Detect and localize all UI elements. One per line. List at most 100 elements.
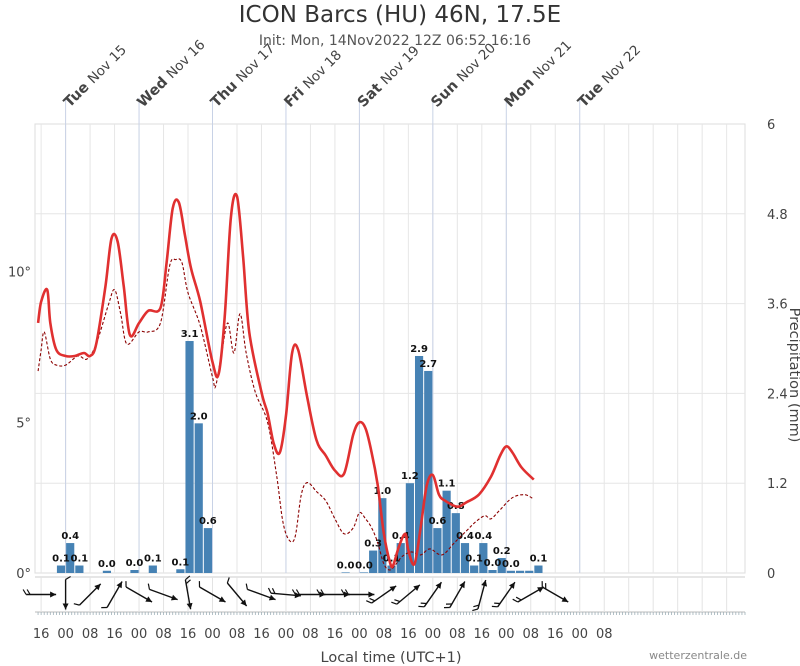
precipitation-tick-label: 1.2 bbox=[767, 477, 788, 492]
precipitation-bar bbox=[414, 355, 424, 573]
precipitation-bar bbox=[75, 565, 84, 573]
x-tick-label: 08 bbox=[155, 627, 172, 642]
x-tick-label: 16 bbox=[327, 627, 344, 642]
x-tick-label: 08 bbox=[449, 627, 466, 642]
precipitation-value-label: 1.2 bbox=[401, 471, 419, 482]
chart-subtitle: Init: Mon, 14Nov2022 12Z 06:52 16:16 bbox=[258, 33, 532, 49]
precipitation-value-label: 0.0 bbox=[502, 559, 520, 570]
y-axis-ticks: 0 1.2 2.4 3.6 4.8 6 0° 5° 10° bbox=[8, 118, 788, 582]
wind-barb-flag bbox=[366, 600, 372, 604]
wind-barb-flag bbox=[271, 588, 276, 594]
wind-barb bbox=[226, 577, 248, 607]
day-label: Sat Nov 19 bbox=[355, 43, 423, 111]
wind-barb-flag bbox=[295, 589, 300, 595]
day-label: Mon Nov 21 bbox=[502, 38, 575, 111]
precipitation-value-label: 0.4 bbox=[456, 531, 474, 542]
precipitation-bar bbox=[497, 558, 506, 573]
wind-barb-flag bbox=[445, 603, 452, 605]
x-tick-label: 08 bbox=[376, 627, 393, 642]
day-label: Tue Nov 22 bbox=[575, 42, 644, 111]
precipitation-value-label: 0.6 bbox=[199, 516, 217, 527]
x-tick-label: 00 bbox=[57, 627, 74, 642]
wind-barb-flag bbox=[369, 597, 376, 602]
wind-barb-head bbox=[50, 591, 57, 598]
wind-barb-flag bbox=[147, 583, 151, 590]
day-label: Sun Nov 20 bbox=[428, 40, 499, 111]
precipitation-value-label: 0.1 bbox=[172, 557, 190, 568]
precipitation-bar bbox=[148, 565, 157, 573]
wind-barb-flag bbox=[245, 583, 248, 590]
precipitation-value-label: 0.0 bbox=[484, 558, 502, 569]
wind-barb-flag bbox=[473, 604, 480, 608]
wind-barb-flag bbox=[185, 575, 191, 581]
plot-frame bbox=[34, 123, 746, 574]
wind-barb-head bbox=[145, 596, 153, 602]
x-tick-label: 08 bbox=[596, 627, 613, 642]
wind-barb-head bbox=[508, 582, 515, 589]
precipitation-bar bbox=[470, 565, 479, 573]
x-tick-label: 00 bbox=[131, 627, 148, 642]
wind-barb-flag bbox=[65, 575, 71, 581]
precipitation-bar bbox=[506, 570, 515, 573]
precipitation-bars bbox=[56, 341, 543, 573]
x-tick-label: 00 bbox=[204, 627, 221, 642]
wind-barb-flag bbox=[226, 577, 230, 584]
x-tick-label: 16 bbox=[106, 627, 123, 642]
precipitation-axis-label: Precipitation (mm) bbox=[786, 308, 800, 443]
wind-barb-head bbox=[170, 594, 178, 601]
precipitation-value-label: 2.9 bbox=[410, 344, 428, 355]
precipitation-value-label: 0.1 bbox=[71, 554, 89, 565]
precipitation-value-label: 1.0 bbox=[373, 486, 391, 497]
wind-barb bbox=[245, 583, 276, 601]
precipitation-value-label: 0.4 bbox=[61, 531, 79, 542]
precipitation-bar bbox=[442, 490, 451, 573]
precipitation-value-label: 0.1 bbox=[530, 554, 548, 565]
wind-barb-flag bbox=[472, 608, 479, 612]
x-tick-label: 16 bbox=[547, 627, 564, 642]
precipitation-bar bbox=[369, 550, 378, 573]
temperature-tick-label: 5° bbox=[16, 416, 31, 431]
x-axis-ticks: 16 00 08 16 00 08 16 00 08 16 00 08 16 00 08 16 00 08 16 00… bbox=[33, 627, 613, 642]
precipitation-bar bbox=[185, 341, 194, 573]
precipitation-tick-label: 6 bbox=[767, 118, 775, 133]
precipitation-value-label: 0.0 bbox=[337, 560, 355, 571]
wind-barb-head bbox=[268, 594, 276, 601]
wind-barb-head bbox=[368, 591, 375, 598]
temperature-curves bbox=[36, 192, 535, 571]
wind-barb-head bbox=[116, 581, 123, 589]
precipitation-bar bbox=[460, 543, 470, 573]
wind-barb-head bbox=[537, 587, 544, 593]
precipitation-bar bbox=[102, 570, 112, 573]
precipitation-value-label: 0.0 bbox=[355, 560, 373, 571]
wind-barb bbox=[418, 581, 443, 608]
wind-barb-flag bbox=[344, 589, 349, 595]
day-label: Thu Nov 17 bbox=[208, 41, 278, 111]
wind-barb-flag bbox=[198, 581, 201, 588]
precipitation-labels: 0.10.40.1 0.0 0.0 0.1 0.13.12.00.60.0 0.00.31… bbox=[52, 329, 547, 571]
precipitation-bar bbox=[341, 572, 350, 573]
wind-barb-flag bbox=[494, 602, 501, 605]
precipitation-value-label: 0.1 bbox=[465, 554, 483, 565]
wind-barb bbox=[491, 581, 516, 608]
wind-barb bbox=[443, 581, 466, 609]
wind-barb bbox=[73, 583, 102, 606]
x-tick-label: 08 bbox=[229, 627, 246, 642]
precipitation-value-label: 0.4 bbox=[392, 531, 410, 542]
wind-barb-flag bbox=[125, 581, 127, 588]
precipitation-bar bbox=[451, 513, 460, 573]
x-tick-label: 16 bbox=[253, 627, 270, 642]
precipitation-bar bbox=[515, 570, 525, 573]
precipitation-bar bbox=[424, 370, 433, 573]
wind-barb bbox=[267, 587, 301, 599]
wind-barb-flag bbox=[22, 589, 27, 595]
wind-barb-flag bbox=[391, 601, 398, 605]
wind-barb-head bbox=[389, 585, 397, 592]
x-tick-label: 08 bbox=[523, 627, 540, 642]
precipitation-value-label: 0.2 bbox=[493, 546, 511, 557]
wind-barb-head bbox=[481, 580, 488, 587]
precipitation-value-label: 0.1 bbox=[383, 554, 401, 565]
wind-barb-flag bbox=[491, 605, 498, 608]
